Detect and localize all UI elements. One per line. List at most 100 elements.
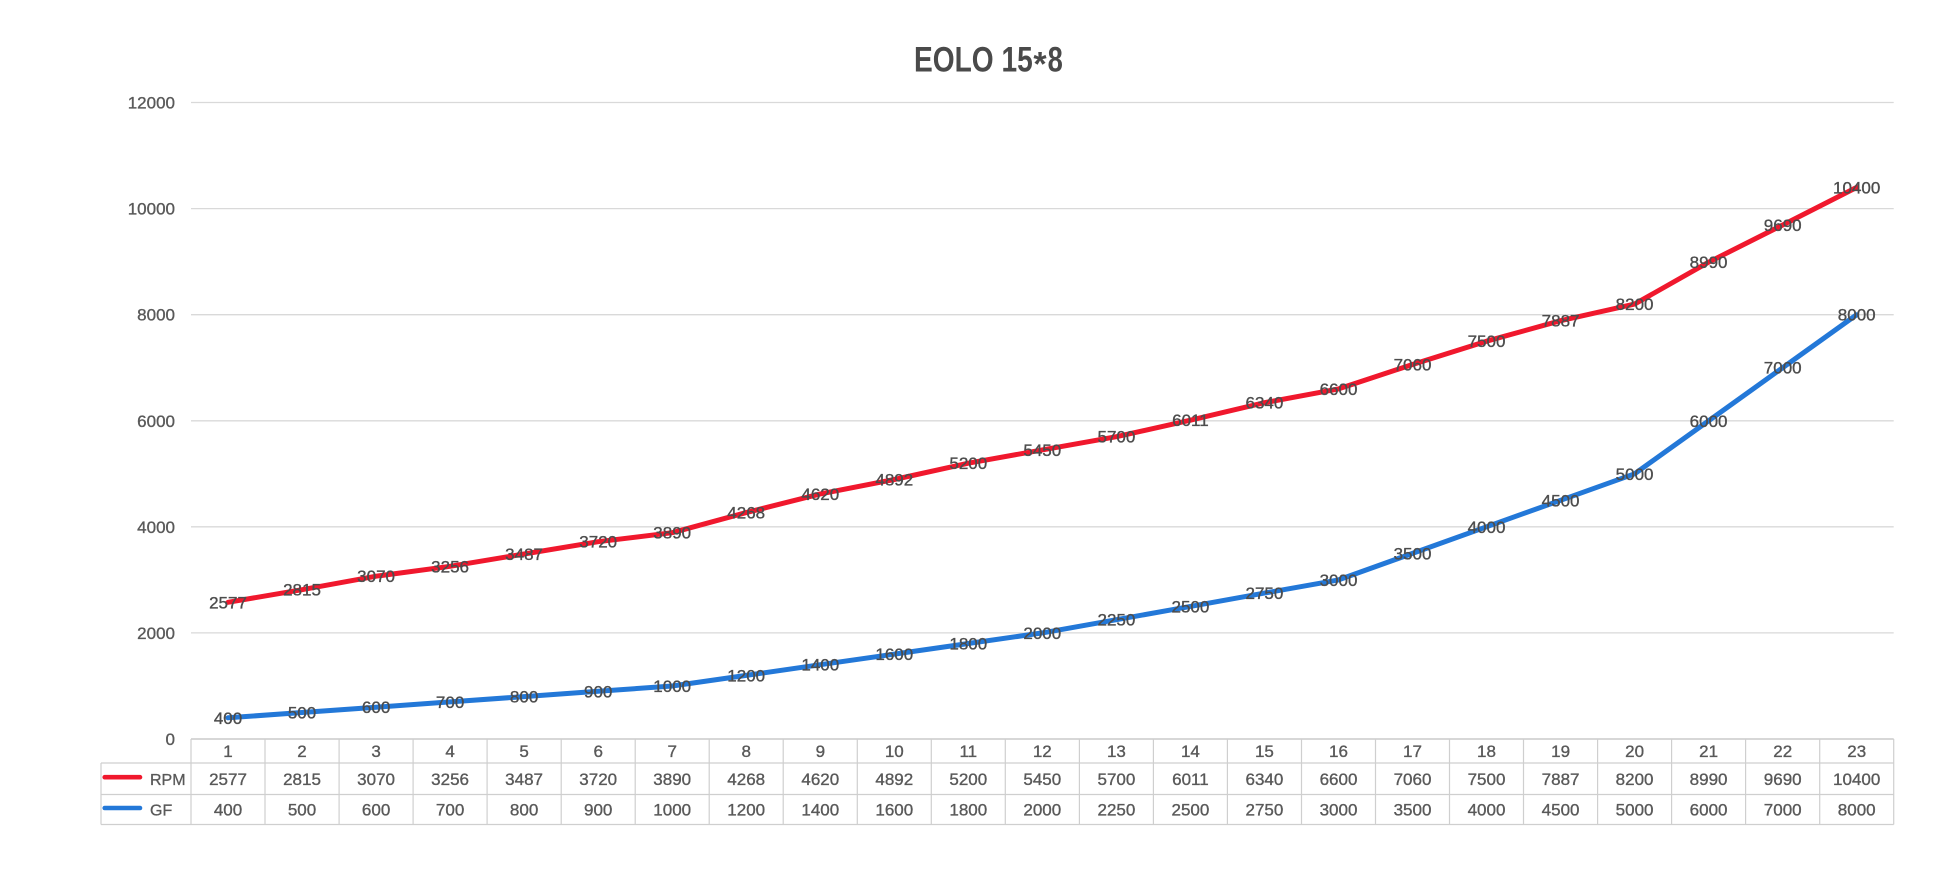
svg-text:10000: 10000 [128,200,175,219]
svg-text:2815: 2815 [283,770,321,789]
svg-text:1000: 1000 [653,801,691,820]
svg-text:8000: 8000 [1838,306,1876,325]
svg-text:EOLO 15: EOLO 15 [914,41,1033,80]
svg-text:8000: 8000 [1838,801,1876,820]
svg-text:4268: 4268 [727,770,765,789]
svg-text:3487: 3487 [505,770,543,789]
svg-text:2500: 2500 [1171,597,1209,616]
svg-text:6000: 6000 [137,412,175,431]
svg-text:11: 11 [959,742,977,761]
svg-text:4000: 4000 [137,518,175,537]
svg-text:22: 22 [1773,742,1792,761]
svg-text:5450: 5450 [1023,441,1061,460]
svg-text:19: 19 [1551,742,1570,761]
svg-text:1: 1 [223,742,232,761]
svg-text:6600: 6600 [1320,770,1358,789]
svg-text:9690: 9690 [1764,216,1802,235]
svg-text:17: 17 [1403,742,1422,761]
svg-text:*: * [1033,45,1047,83]
svg-text:3500: 3500 [1394,801,1432,820]
svg-text:700: 700 [436,693,464,712]
svg-text:14: 14 [1181,742,1200,761]
svg-text:3487: 3487 [505,545,543,564]
svg-text:2000: 2000 [1023,801,1061,820]
svg-text:12: 12 [1033,742,1052,761]
svg-text:2250: 2250 [1097,801,1135,820]
svg-text:4268: 4268 [727,504,765,523]
svg-text:6: 6 [593,742,602,761]
svg-text:1600: 1600 [875,801,913,820]
svg-text:7060: 7060 [1394,356,1432,375]
svg-text:7500: 7500 [1468,332,1506,351]
svg-text:5000: 5000 [1616,801,1654,820]
svg-text:6000: 6000 [1690,412,1728,431]
svg-text:4620: 4620 [801,770,839,789]
svg-text:3256: 3256 [431,557,469,576]
svg-text:2815: 2815 [283,581,321,600]
svg-text:4000: 4000 [1468,801,1506,820]
svg-text:RPM: RPM [150,772,186,789]
svg-text:3000: 3000 [1320,571,1358,590]
svg-text:5700: 5700 [1097,428,1135,447]
svg-text:3720: 3720 [579,533,617,552]
svg-text:6340: 6340 [1245,770,1283,789]
svg-text:5450: 5450 [1023,770,1061,789]
svg-text:3000: 3000 [1320,801,1358,820]
svg-text:7060: 7060 [1394,770,1432,789]
svg-text:600: 600 [362,698,390,717]
svg-text:2577: 2577 [209,770,247,789]
svg-text:7500: 7500 [1468,770,1506,789]
svg-text:3720: 3720 [579,770,617,789]
svg-text:12000: 12000 [128,94,175,113]
svg-text:4000: 4000 [1468,518,1506,537]
svg-text:900: 900 [584,801,612,820]
svg-text:10: 10 [885,742,904,761]
svg-text:4892: 4892 [875,770,913,789]
svg-text:16: 16 [1329,742,1348,761]
svg-text:2500: 2500 [1171,801,1209,820]
svg-text:700: 700 [436,801,464,820]
svg-text:20: 20 [1625,742,1644,761]
svg-text:2: 2 [297,742,306,761]
svg-text:10400: 10400 [1833,178,1880,197]
svg-text:400: 400 [214,801,242,820]
svg-text:6000: 6000 [1690,801,1728,820]
svg-text:3500: 3500 [1394,544,1432,563]
svg-text:800: 800 [510,801,538,820]
svg-text:8: 8 [1048,41,1063,80]
svg-text:5200: 5200 [949,770,987,789]
svg-text:1800: 1800 [949,635,987,654]
svg-text:5: 5 [519,742,528,761]
svg-text:6600: 6600 [1320,380,1358,399]
svg-text:6011: 6011 [1172,770,1209,789]
svg-text:5700: 5700 [1097,770,1135,789]
svg-text:2000: 2000 [137,624,175,643]
svg-text:600: 600 [362,801,390,820]
svg-text:500: 500 [288,704,316,723]
svg-text:7000: 7000 [1764,359,1802,378]
svg-text:1600: 1600 [875,645,913,664]
svg-text:8200: 8200 [1616,295,1654,314]
svg-text:18: 18 [1477,742,1496,761]
svg-text:7: 7 [667,742,676,761]
svg-text:9: 9 [816,742,825,761]
svg-text:13: 13 [1107,742,1126,761]
svg-text:3256: 3256 [431,770,469,789]
svg-text:2750: 2750 [1245,801,1283,820]
svg-text:1200: 1200 [727,801,765,820]
svg-text:1400: 1400 [801,656,839,675]
svg-text:GF: GF [150,803,172,820]
svg-text:8990: 8990 [1690,253,1728,272]
svg-text:4620: 4620 [801,485,839,504]
svg-text:2750: 2750 [1245,584,1283,603]
svg-text:7887: 7887 [1542,312,1580,331]
svg-text:8990: 8990 [1690,770,1728,789]
svg-text:4500: 4500 [1542,801,1580,820]
svg-text:3070: 3070 [357,770,395,789]
svg-text:15: 15 [1255,742,1274,761]
svg-text:6011: 6011 [1172,411,1209,430]
svg-text:0: 0 [166,730,175,749]
svg-text:4892: 4892 [875,471,913,490]
svg-text:3070: 3070 [357,567,395,586]
svg-text:2577: 2577 [209,593,247,612]
